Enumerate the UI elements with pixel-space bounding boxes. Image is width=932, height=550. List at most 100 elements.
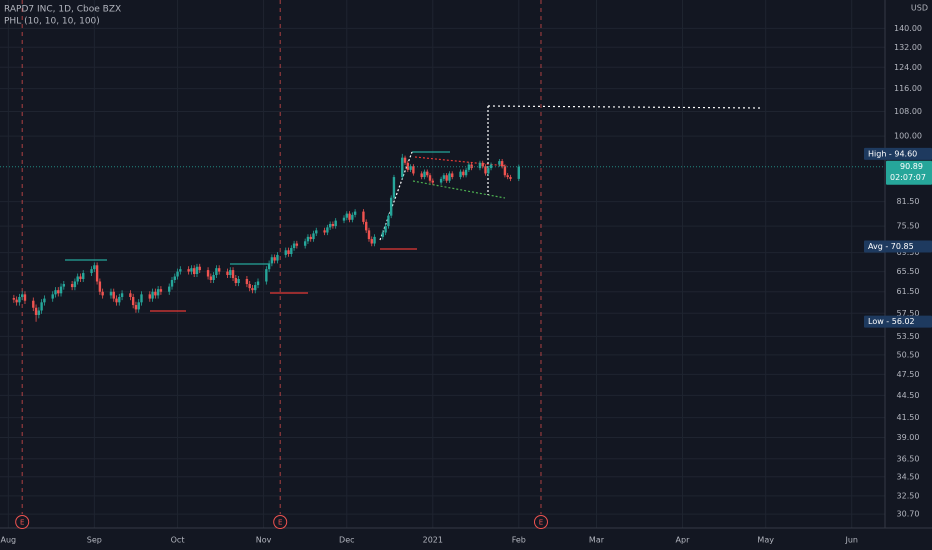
candle-body — [212, 275, 215, 280]
price-label-box — [864, 147, 932, 160]
candle-body — [23, 294, 27, 301]
y-tick-label: 30.70 — [897, 510, 920, 519]
candle-body — [381, 232, 385, 237]
candle-body — [312, 233, 315, 240]
candle-body — [403, 157, 407, 163]
y-tick-label: 47.50 — [897, 370, 920, 379]
candle-body — [179, 269, 182, 272]
candle-body — [70, 284, 74, 288]
y-tick-label: 44.50 — [897, 391, 920, 400]
candle-body — [15, 299, 18, 303]
candle-body — [406, 162, 410, 170]
candle-body — [229, 270, 232, 276]
candle-body — [331, 223, 335, 227]
candle-body — [187, 269, 190, 272]
price-label: Low - 56.02 — [868, 317, 915, 326]
candle-body — [348, 213, 351, 220]
candle-body — [481, 162, 484, 167]
flag-top — [414, 156, 508, 167]
earnings-marker[interactable] — [533, 515, 548, 529]
candle-body — [251, 288, 254, 291]
candle-body — [284, 250, 287, 255]
candle-body — [487, 168, 490, 174]
x-tick-label: Dec — [339, 536, 354, 545]
earnings-marker[interactable] — [15, 515, 30, 529]
candle-body — [423, 171, 426, 178]
time-axis — [0, 528, 932, 550]
candle-body — [209, 276, 213, 280]
x-tick-label: Mar — [589, 536, 605, 545]
candle-body — [370, 239, 373, 244]
last-price-label: 90.89 — [900, 162, 923, 171]
candle-body — [426, 171, 429, 176]
candle-body — [37, 310, 41, 315]
candle-body — [195, 266, 199, 275]
y-tick-label: 41.50 — [897, 413, 920, 422]
candle-body — [478, 162, 482, 169]
candle-body — [73, 281, 77, 288]
candle-body — [237, 278, 240, 284]
candle-body — [120, 293, 124, 297]
y-tick-label: 132.00 — [894, 43, 922, 52]
candle-body — [76, 276, 79, 282]
currency-label: USD — [911, 4, 928, 13]
x-tick-label: 2021 — [423, 536, 443, 545]
candle-body — [315, 230, 318, 234]
candle-body — [173, 276, 176, 280]
chart-title: RAPD7 INC, 1D, Cboe BZX — [4, 5, 121, 15]
candle-body — [401, 157, 404, 178]
candle-body — [287, 250, 290, 254]
candle-body — [342, 217, 346, 221]
earnings-marker[interactable] — [273, 515, 288, 529]
candle-body — [82, 273, 85, 279]
x-tick-label: Jun — [844, 536, 858, 545]
candle-body — [351, 214, 354, 220]
candle-body — [323, 230, 326, 233]
candle-body — [148, 294, 152, 299]
candle-body — [290, 248, 293, 254]
drawings — [65, 105, 761, 312]
earnings-label: E — [20, 519, 24, 527]
candle-body — [193, 268, 196, 275]
candle-body — [409, 166, 412, 170]
candle-body — [392, 177, 396, 198]
candle-body — [448, 173, 451, 181]
y-tick-label: 34.50 — [897, 472, 920, 481]
candle-body — [206, 270, 210, 277]
indicator-label: PHL (10, 10, 10, 100) — [4, 17, 100, 27]
candle-body — [12, 298, 16, 300]
candle-body — [420, 173, 423, 178]
x-tick-label: Oct — [171, 536, 185, 545]
candle-body — [445, 175, 448, 181]
candle-body — [362, 211, 365, 222]
candle-body — [462, 171, 465, 176]
candle-body — [109, 291, 113, 296]
candle-body — [170, 279, 174, 287]
last-price-box — [886, 160, 932, 185]
grid — [0, 0, 885, 528]
candle-body — [57, 290, 60, 294]
candle-body — [334, 220, 337, 227]
candle-body — [306, 236, 310, 242]
y-tick-label: 32.50 — [897, 491, 920, 500]
candle-body — [115, 298, 118, 303]
candle-body — [112, 291, 115, 299]
y-tick-label: 57.50 — [897, 309, 920, 318]
candle-body — [303, 241, 307, 246]
candle-body — [353, 211, 357, 215]
candle-body — [118, 296, 121, 303]
candle-body — [154, 291, 157, 296]
candle-body — [503, 166, 507, 176]
y-tick-label: 39.00 — [897, 433, 920, 442]
candle-body — [509, 177, 512, 179]
candle-body — [428, 175, 432, 181]
candle-body — [198, 266, 201, 271]
candle-body — [384, 226, 387, 233]
candle-body — [431, 180, 434, 183]
y-tick-label: 53.50 — [897, 332, 920, 341]
candle-body — [156, 289, 160, 296]
candle-body — [256, 281, 260, 286]
earnings-label: E — [278, 519, 282, 527]
candle-body — [309, 236, 312, 240]
